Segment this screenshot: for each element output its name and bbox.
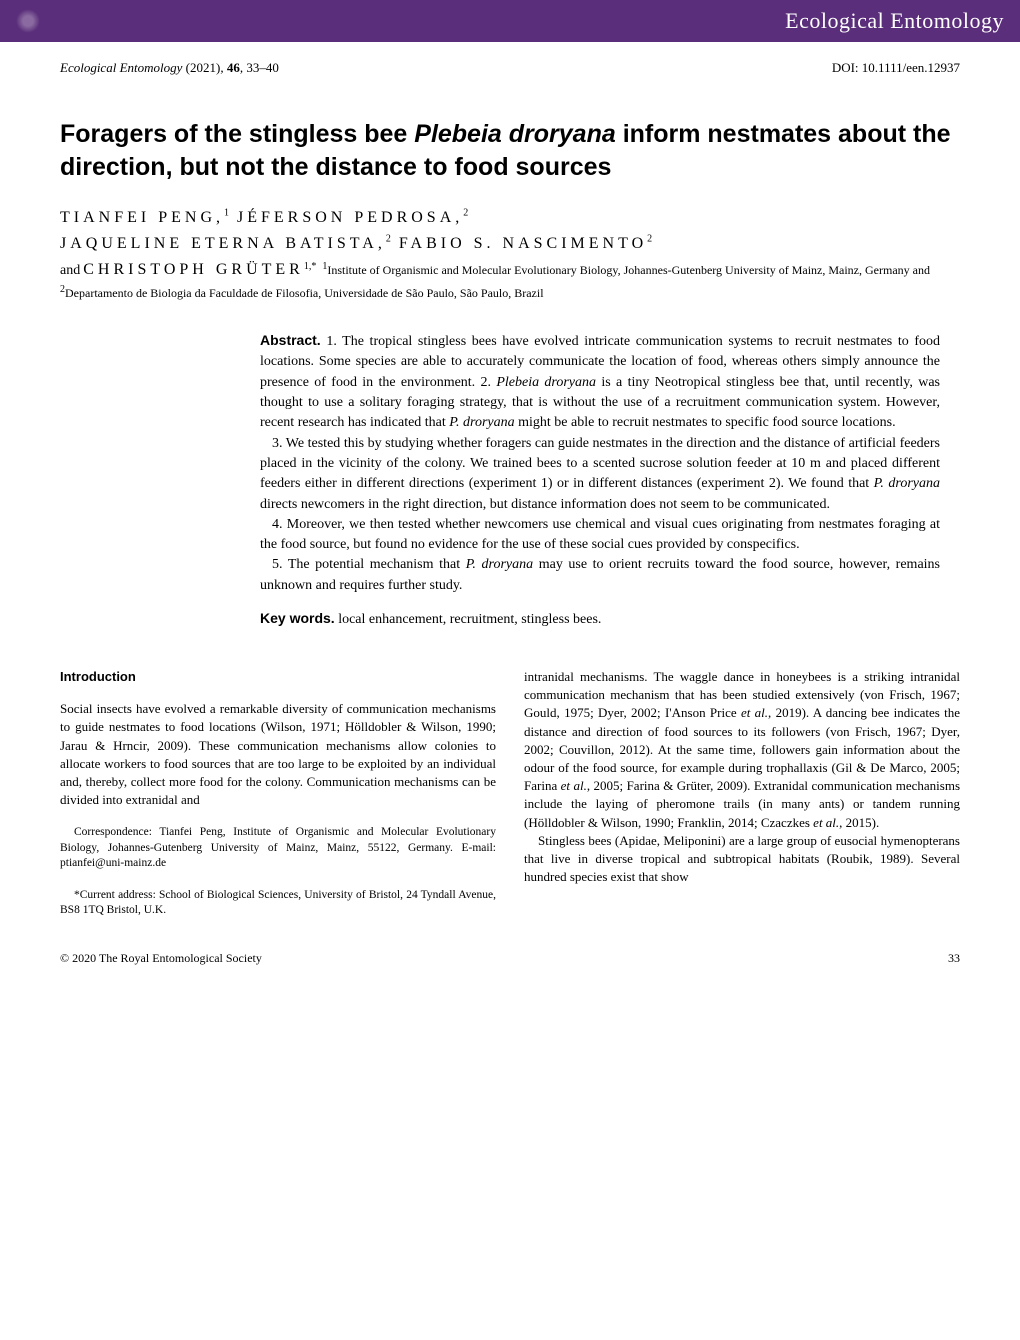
- abstract-block: Abstract. 1. The tropical stingless bees…: [260, 330, 940, 596]
- author-2: JÉFERSON PEDROSA,: [237, 209, 463, 226]
- abstract-p3-species: P. droryana: [874, 476, 940, 491]
- keywords-label: Key words.: [260, 610, 335, 626]
- abstract-p5-species: P. droryana: [466, 557, 533, 572]
- author-1: TIANFEI PENG,: [60, 209, 224, 226]
- page-number: 33: [948, 951, 960, 966]
- right-p2: Stingless bees (Apidae, Meliponini) are …: [524, 832, 960, 887]
- author-3-sup: 2: [386, 233, 391, 244]
- author-5-sup: 1,*: [304, 261, 317, 272]
- copyright: © 2020 The Royal Entomological Society: [60, 951, 262, 966]
- right-p1: intranidal mechanisms. The waggle dance …: [524, 668, 960, 832]
- intro-p1: Social insects have evolved a remarkable…: [60, 700, 496, 809]
- citation-pages: 33–40: [246, 60, 279, 75]
- abstract-p3-post: directs newcomers in the right direction…: [260, 497, 830, 512]
- title-pre: Foragers of the stingless bee: [60, 120, 414, 148]
- authors-line: TIANFEI PENG,1 JÉFERSON PEDROSA,2 JAQUEL…: [60, 205, 960, 256]
- footer-row: © 2020 The Royal Entomological Society 3…: [60, 951, 960, 966]
- abstract-p5: 5. The potential mechanism that P. drory…: [260, 555, 940, 596]
- etal-2: et al.: [561, 778, 587, 793]
- keywords-block: Key words. local enhancement, recruitmen…: [260, 610, 940, 628]
- aff2-text: Departamento de Biologia da Faculdade de…: [65, 286, 544, 300]
- title-species: Plebeia droryana: [414, 120, 615, 148]
- journal-name: Ecological Entomology: [785, 8, 1004, 34]
- right-p1-post: , 2015).: [839, 815, 879, 830]
- correspondence: Correspondence: Tianfei Peng, Institute …: [60, 825, 496, 872]
- article-title: Foragers of the stingless bee Plebeia dr…: [60, 118, 960, 183]
- abstract-p2-species2: P. droryana: [449, 415, 514, 430]
- affiliations: and CHRISTOPH GRÜTER1,* 1Institute of Or…: [60, 258, 960, 302]
- citation-row: Ecological Entomology (2021), 46, 33–40 …: [60, 60, 960, 76]
- intro-heading: Introduction: [60, 668, 496, 686]
- etal-1: et al.: [741, 705, 768, 720]
- bee-icon: [16, 9, 40, 33]
- citation-journal: Ecological Entomology: [60, 60, 182, 75]
- right-p1-mid2: , 2005; Farina & Grüter, 2009). Extranid…: [524, 778, 960, 829]
- author-2-sup: 2: [463, 208, 468, 219]
- author-3: JAQUELINE ETERNA BATISTA,: [60, 235, 386, 252]
- abstract-p5-pre: 5. The potential mechanism that: [272, 557, 466, 572]
- abstract-p2-post: might be able to recruit nestmates to sp…: [515, 415, 896, 430]
- right-column: intranidal mechanisms. The waggle dance …: [524, 668, 960, 919]
- current-address: *Current address: School of Biological S…: [60, 888, 496, 919]
- author-and: and: [60, 263, 80, 278]
- author-4-sup: 2: [647, 233, 652, 244]
- abstract-p2-pre: 2.: [481, 375, 497, 390]
- author-4: FABIO S. NASCIMENTO: [399, 235, 647, 252]
- page-content: Ecological Entomology (2021), 46, 33–40 …: [0, 42, 1020, 996]
- citation-text: Ecological Entomology (2021), 46, 33–40: [60, 60, 279, 76]
- citation-year: (2021): [186, 60, 221, 75]
- author-1-sup: 1: [224, 208, 229, 219]
- journal-header-bar: Ecological Entomology: [0, 0, 1020, 42]
- header-left-group: [16, 9, 40, 33]
- abstract-p2-species: Plebeia droryana: [496, 375, 596, 390]
- abstract-p4: 4. Moreover, we then tested whether newc…: [260, 515, 940, 556]
- body-columns: Introduction Social insects have evolved…: [60, 668, 960, 919]
- citation-volume: 46: [227, 60, 240, 75]
- left-column: Introduction Social insects have evolved…: [60, 668, 496, 919]
- aff1-text: Institute of Organismic and Molecular Ev…: [327, 263, 930, 277]
- doi: DOI: 10.1111/een.12937: [832, 60, 960, 76]
- abstract-label: Abstract.: [260, 332, 321, 348]
- author-5: CHRISTOPH GRÜTER: [83, 261, 304, 278]
- abstract-p3-pre: 3. We tested this by studying whether fo…: [260, 436, 940, 492]
- keywords-text: local enhancement, recruitment, stingles…: [338, 612, 601, 627]
- abstract-p3: 3. We tested this by studying whether fo…: [260, 434, 940, 515]
- etal-3: et al.: [813, 815, 839, 830]
